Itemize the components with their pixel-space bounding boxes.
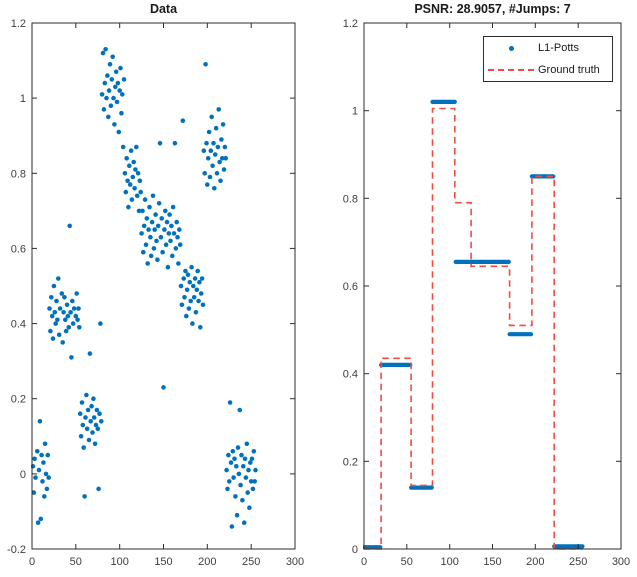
left-plot-xtick: 250 — [242, 556, 260, 568]
left-plot-ytick: 0.6 — [11, 243, 26, 255]
left-plot-xtick: 300 — [286, 556, 304, 568]
right-plot-series — [363, 99, 585, 550]
left-plot-ytick: 1 — [20, 93, 26, 105]
left-plot-series — [31, 47, 258, 529]
right-plot-xtick: 200 — [526, 556, 544, 568]
left-plot-xtick: 50 — [70, 556, 82, 568]
right-plot-ytick: 0.8 — [343, 193, 358, 205]
left-plot-ytick: 1.2 — [11, 18, 26, 30]
right-plot-ytick: 1.2 — [343, 18, 358, 30]
right-plot-xtick: 100 — [441, 556, 459, 568]
right-plot: 0 50 100 150 200 250 300 0 0.2 0.4 0.6 0.8 1 1.2 — [343, 18, 630, 568]
right-plot-ytick: 1 — [352, 106, 358, 118]
left-plot: 0 50 100 150 200 250 300-0.200.20.40.60.811.2 — [7, 18, 304, 568]
right-plot-ytick: 0.4 — [343, 369, 358, 381]
left-plot-xtick: 150 — [154, 556, 172, 568]
left-plot-ytick: 0.2 — [11, 394, 26, 406]
legend-label-l1potts: L1-Potts — [538, 42, 579, 54]
ground-truth-dash-icon — [484, 69, 538, 71]
left-plot-xtick: 200 — [198, 556, 216, 568]
legend-item-ground-truth: Ground truth — [484, 60, 612, 81]
left-plot-ytick: 0 — [20, 469, 26, 481]
right-plot-xtick: 300 — [612, 556, 630, 568]
left-plot-title: Data — [149, 2, 178, 16]
right-plot-xtick: 0 — [361, 556, 367, 568]
left-plot-ytick: 0.8 — [11, 168, 26, 180]
legend-item-l1potts: L1-Potts — [484, 38, 612, 59]
right-plot-ytick: 0.2 — [343, 456, 358, 468]
right-plot-ytick: 0.6 — [343, 281, 358, 293]
right-plot-axes — [363, 22, 622, 550]
legend-label-ground-truth: Ground truth — [538, 64, 600, 76]
left-plot-ytick: 0.4 — [11, 319, 26, 331]
right-plot-xtick: 250 — [569, 556, 587, 568]
right-plot-xtick: 150 — [483, 556, 501, 568]
left-plot-xtick: 0 — [29, 556, 35, 568]
legend: L1-Potts Ground truth — [483, 36, 613, 82]
l1potts-dot-icon — [484, 45, 538, 51]
right-plot-ytick: 0 — [352, 544, 358, 556]
left-plot-xtick: 100 — [111, 556, 129, 568]
left-plot-ytick: -0.2 — [7, 544, 26, 556]
right-plot-xtick: 50 — [401, 556, 413, 568]
right-plot-title: PSNR: 28.9057, #Jumps: 7 — [414, 2, 571, 16]
